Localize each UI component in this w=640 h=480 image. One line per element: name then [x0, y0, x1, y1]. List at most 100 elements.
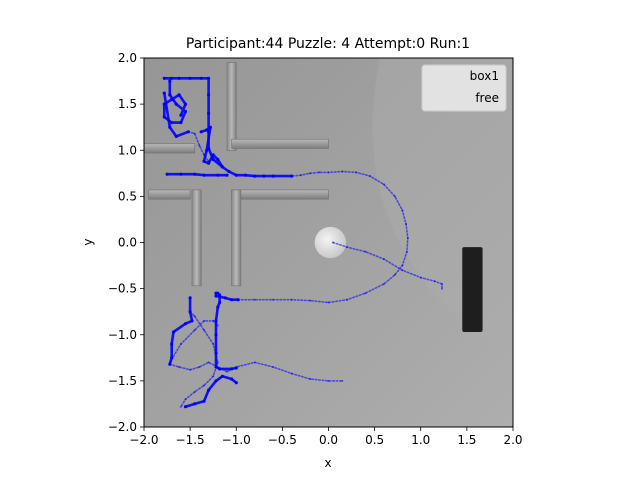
trajectory-point — [207, 161, 211, 165]
trajectory-point — [441, 283, 443, 285]
trajectory-point — [220, 374, 224, 378]
trajectory-path — [163, 91, 190, 138]
trajectory-point — [441, 287, 443, 290]
trajectory-point — [203, 153, 205, 156]
trajectory-point — [234, 173, 238, 177]
trajectory-point — [235, 366, 238, 368]
dark-block — [462, 247, 483, 332]
trajectory-point — [216, 361, 219, 364]
trajectory-point — [393, 273, 396, 276]
trajectory-point — [199, 130, 203, 134]
trajectory-point — [227, 169, 231, 174]
trajectory-point — [220, 165, 224, 169]
trajectory-point — [202, 173, 206, 177]
trajectory-point — [203, 329, 205, 332]
trajectory-point — [309, 172, 312, 175]
trajectory-point — [230, 298, 234, 302]
trajectory-point — [179, 405, 182, 408]
trajectory-point — [346, 246, 348, 249]
trajectory-point — [211, 153, 215, 157]
trajectory-point — [237, 298, 240, 301]
trajectory-point — [364, 250, 367, 253]
trajectory-point — [207, 111, 211, 115]
y-axis-label: y — [81, 238, 95, 245]
trajectory-point — [332, 241, 335, 244]
trajectory-point — [170, 76, 174, 80]
trajectory-point — [393, 195, 396, 198]
wall-segment — [231, 189, 329, 200]
trajectory-point — [226, 370, 228, 373]
trajectory-point — [198, 366, 201, 368]
trajectory-point — [401, 264, 404, 267]
trajectory-point — [198, 144, 201, 147]
trajectory-point — [405, 223, 407, 225]
trajectory-point — [183, 109, 188, 114]
wall-segment — [231, 189, 242, 287]
trajectory-point — [341, 379, 344, 382]
trajectory-point — [327, 301, 330, 304]
y-tick-label: 1.0 — [118, 143, 137, 157]
trajectory-path — [169, 320, 219, 364]
trajectory-point — [207, 76, 211, 80]
trajectory-point — [327, 171, 330, 174]
wall-segment — [231, 138, 329, 149]
trajectory-point — [183, 322, 188, 326]
wall-segment — [144, 143, 196, 154]
trajectory-point — [205, 128, 209, 132]
trajectory-point — [168, 363, 171, 366]
trajectory-point — [178, 366, 181, 368]
trajectory-point — [187, 130, 190, 133]
trajectory-point — [271, 174, 275, 178]
trajectory-point — [212, 343, 215, 345]
trajectory-point — [207, 160, 210, 163]
trajectory-point — [243, 173, 248, 177]
trajectory-path — [214, 294, 240, 301]
trajectory-point — [193, 402, 197, 406]
trajectory-point — [216, 305, 220, 309]
trajectory-point — [189, 368, 192, 371]
trajectory-point — [290, 298, 293, 301]
trajectory-point — [174, 102, 178, 106]
series-free — [168, 130, 443, 408]
trajectory-point — [193, 172, 197, 176]
y-axis-ticks: −2.0 −1.5 −1.0 −0.5 0.0 0.5 1.0 1.5 2.0 — [108, 51, 144, 434]
trajectory-point — [223, 296, 227, 300]
trajectory-point — [179, 113, 183, 117]
legend-box — [421, 64, 507, 112]
x-tick-label: 0.5 — [365, 433, 384, 447]
trajectory-point — [214, 294, 218, 298]
x-tick-label: 1.5 — [457, 433, 476, 447]
trajectory-point — [171, 330, 176, 334]
x-tick-label: −1.0 — [222, 433, 251, 447]
legend-label-box1: box1 — [470, 69, 499, 83]
trajectory-path — [180, 310, 219, 408]
trajectory-point — [203, 384, 205, 387]
trajectory-point — [401, 209, 404, 212]
trajectory-point — [170, 342, 174, 346]
trajectory-point — [214, 333, 218, 337]
trajectory-point — [183, 405, 188, 409]
trajectory-point — [174, 134, 178, 138]
y-tick-label: −2.0 — [108, 420, 137, 434]
x-tick-label: 1.0 — [411, 433, 430, 447]
trajectory-point — [162, 76, 166, 80]
y-tick-label: 2.0 — [118, 51, 137, 65]
trajectory-point — [290, 175, 293, 178]
trajectory-point — [290, 372, 293, 375]
trajectory-point — [214, 319, 218, 323]
trajectory-point — [165, 172, 169, 176]
trajectory-point — [183, 102, 188, 106]
trajectory-point — [170, 121, 174, 125]
trajectory-point — [309, 378, 312, 380]
trajectory-point — [364, 292, 367, 295]
trajectory-point — [184, 398, 187, 401]
trajectory-point — [234, 381, 238, 385]
trajectory-point — [203, 319, 205, 322]
chart-title: Participant:44 Puzzle: 4 Attempt:0 Run:1 — [186, 36, 470, 52]
trajectory-point — [216, 173, 220, 177]
trajectory-point — [179, 343, 182, 345]
trajectory-point — [382, 283, 385, 285]
trajectory-point — [341, 170, 344, 173]
trajectory-point — [216, 324, 219, 327]
legend-label-free: free — [475, 91, 499, 105]
